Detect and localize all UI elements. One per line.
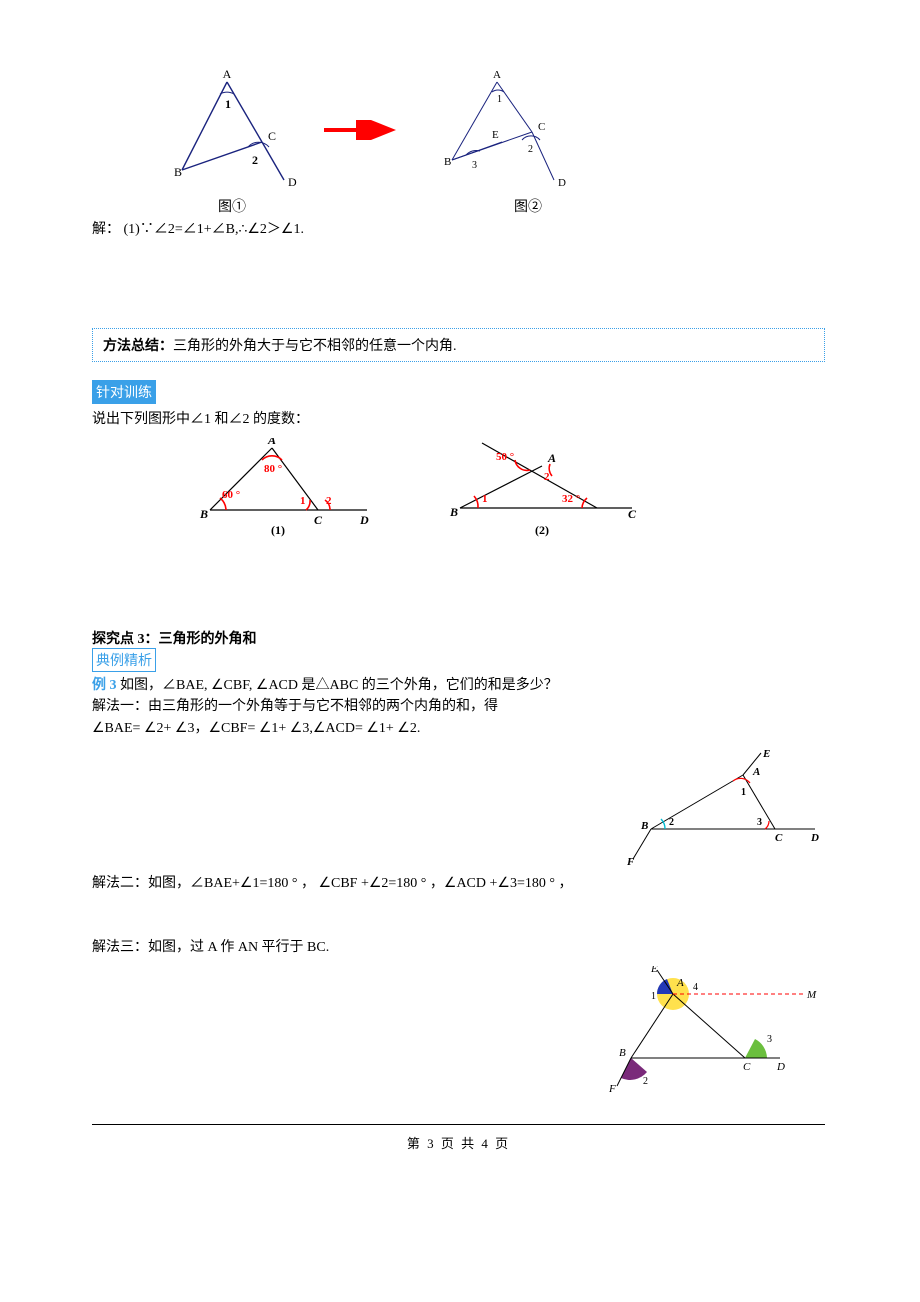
angle-3: 3 <box>472 160 477 171</box>
angle-2: 2 <box>326 495 332 507</box>
page-footer: 第 3 页 共 4 页 <box>92 1133 825 1152</box>
angle-32: 32 ° <box>562 493 580 505</box>
exterior-angle-fig-2: E A M B C D F 1 4 2 3 <box>92 966 825 1096</box>
method-text: 三角形的外角大于与它不相邻的任意一个内角. <box>173 339 457 354</box>
angle-1: 1 <box>482 493 488 505</box>
label-c: C <box>538 121 545 133</box>
angle-2: 2 <box>643 1076 648 1087</box>
figure-1: A B C D 1 2 <box>152 70 302 190</box>
arrow-icon <box>322 120 402 140</box>
label-a: A <box>547 451 556 465</box>
label-d: D <box>359 513 369 527</box>
label-e: E <box>650 966 658 975</box>
footer-rule <box>92 1124 825 1125</box>
sol2-text: 解法二：如图，∠BAE+∠1=180 ° ， ∠CBF +∠2=180 ° ，∠… <box>92 873 825 895</box>
angle-1: 1 <box>741 787 746 798</box>
angle-3: 3 <box>767 1034 772 1045</box>
angle-2: 2 <box>528 144 533 155</box>
label-a: A <box>752 766 760 778</box>
fig2-caption: 图② <box>312 196 542 216</box>
top-figures-row: A B C D 1 2 <box>152 70 825 190</box>
label-b: B <box>174 165 182 179</box>
sol1-line2: ∠BAE= ∠2+ ∠3，∠CBF= ∠1+ ∠3,∠ACD= ∠1+ ∠2. <box>92 718 825 740</box>
label-m: M <box>806 989 817 1001</box>
angle-3: 3 <box>757 817 762 828</box>
angle-2: 2 <box>544 471 550 483</box>
angle-2: 2 <box>669 817 674 828</box>
practice-prompt: 说出下列图形中∠1 和∠2 的度数： <box>92 408 825 428</box>
label-a: A <box>493 70 501 81</box>
targeted-practice-tag: 针对训练 <box>92 380 156 404</box>
angle-50: 50 ° <box>496 451 514 463</box>
practice-figures: A B C D 80 ° 60 ° 1 2 (1) A B C 50 ° <box>192 438 825 538</box>
angle-1: 1 <box>300 495 306 507</box>
solution-text: 解： (1)∵∠2=∠1+∠B,∴∠2＞∠1. <box>92 218 825 238</box>
label-b: B <box>199 507 208 521</box>
label-d: D <box>776 1061 785 1073</box>
angle-60: 60 ° <box>222 489 240 501</box>
label-c: C <box>775 832 783 844</box>
label-a: A <box>267 438 276 447</box>
label-b: B <box>449 505 458 519</box>
practice-fig-1: A B C D 80 ° 60 ° 1 2 (1) <box>192 438 382 538</box>
fig2-caption: (2) <box>535 523 549 537</box>
example3-prefix: 例 3 <box>92 678 117 693</box>
label-a: A <box>223 70 232 81</box>
angle-1: 1 <box>225 97 231 111</box>
angle-80: 80 ° <box>264 463 282 475</box>
sol1-line1: 解法一：由三角形的一个外角等于与它不相邻的两个内角的和，得 <box>92 696 825 718</box>
angle-1: 1 <box>651 991 656 1002</box>
example3-text: 如图，∠BAE, ∠CBF, ∠ACD 是△ABC 的三个外角，它们的和是多少？ <box>117 678 558 693</box>
label-e: E <box>492 129 499 141</box>
method-label: 方法总结： <box>103 339 173 354</box>
label-b: B <box>640 820 648 832</box>
label-a: A <box>676 977 684 989</box>
practice-fig-2: A B C 50 ° 2 1 32 ° (2) <box>442 438 642 538</box>
label-d: D <box>288 175 297 189</box>
label-d: D <box>558 177 566 189</box>
explore3-title: 探究点 3：三角形的外角和 <box>92 628 825 648</box>
label-c: C <box>314 513 323 527</box>
label-b: B <box>444 156 451 168</box>
method-summary-box: 方法总结：三角形的外角大于与它不相邻的任意一个内角. <box>92 328 825 362</box>
label-f: F <box>608 1083 616 1095</box>
angle-4: 4 <box>693 982 698 993</box>
fig1-caption: (1) <box>271 523 285 537</box>
figure-captions: 图① 图② <box>152 196 825 216</box>
angle-2: 2 <box>252 153 258 167</box>
label-c: C <box>743 1061 751 1073</box>
angle-1: 1 <box>497 94 502 105</box>
example-analysis-tag: 典例精析 <box>92 648 156 672</box>
label-b: B <box>619 1047 626 1059</box>
exterior-angle-fig-1: E A B C D F 1 2 3 <box>92 747 825 867</box>
label-c: C <box>628 507 637 521</box>
label-d: D <box>810 832 819 844</box>
label-e: E <box>762 748 770 760</box>
label-c: C <box>268 129 276 143</box>
sol3-text: 解法三：如图，过 A 作 AN 平行于 BC. <box>92 937 825 959</box>
label-f: F <box>626 856 635 867</box>
figure-2: A B C D E 1 2 3 <box>422 70 572 190</box>
fig1-caption: 图① <box>152 196 312 216</box>
